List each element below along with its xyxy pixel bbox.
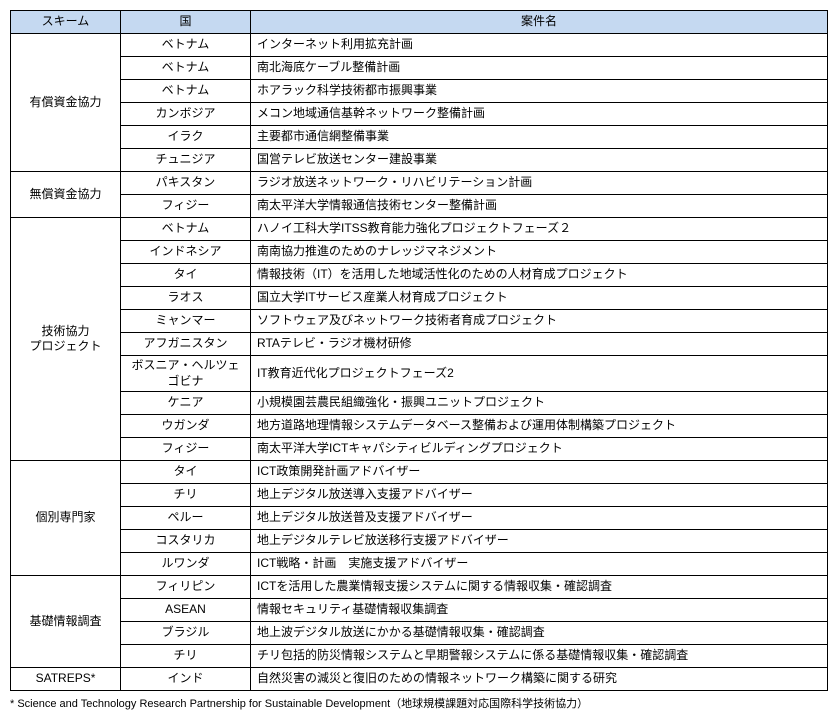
country-cell: インド xyxy=(121,668,251,691)
country-cell: カンボジア xyxy=(121,103,251,126)
table-row: 有償資金協力ベトナムインターネット利用拡充計画 xyxy=(11,34,828,57)
table-row: 無償資金協力パキスタンラジオ放送ネットワーク・リハビリテーション計画 xyxy=(11,172,828,195)
project-cell: チリ包括的防災情報システムと早期警報システムに係る基礎情報収集・確認調査 xyxy=(251,645,828,668)
country-cell: ミャンマー xyxy=(121,310,251,333)
project-cell: ホアラック科学技術都市振興事業 xyxy=(251,80,828,103)
projects-table: スキーム 国 案件名 有償資金協力ベトナムインターネット利用拡充計画ベトナム南北… xyxy=(10,10,828,691)
table-row: タイ情報技術（IT）を活用した地域活性化のための人材育成プロジェクト xyxy=(11,264,828,287)
project-cell: ICTを活用した農業情報支援システムに関する情報収集・確認調査 xyxy=(251,576,828,599)
project-cell: ソフトウェア及びネットワーク技術者育成プロジェクト xyxy=(251,310,828,333)
scheme-cell: 無償資金協力 xyxy=(11,172,121,218)
project-cell: ラジオ放送ネットワーク・リハビリテーション計画 xyxy=(251,172,828,195)
project-cell: IT教育近代化プロジェクトフェーズ2 xyxy=(251,356,828,392)
scheme-cell: 有償資金協力 xyxy=(11,34,121,172)
project-cell: 自然災害の減災と復旧のための情報ネットワーク構築に関する研究 xyxy=(251,668,828,691)
table-row: ケニア小規模園芸農民組織強化・振興ユニットプロジェクト xyxy=(11,392,828,415)
table-row: フィジー南太平洋大学情報通信技術センター整備計画 xyxy=(11,195,828,218)
country-cell: ラオス xyxy=(121,287,251,310)
project-cell: ICT政策開発計画アドバイザー xyxy=(251,461,828,484)
table-row: チュニジア国営テレビ放送センター建設事業 xyxy=(11,149,828,172)
table-row: ラオス国立大学ITサービス産業人材育成プロジェクト xyxy=(11,287,828,310)
table-row: 個別専門家タイICT政策開発計画アドバイザー xyxy=(11,461,828,484)
project-cell: 地上デジタルテレビ放送移行支援アドバイザー xyxy=(251,530,828,553)
country-cell: チリ xyxy=(121,645,251,668)
table-row: ミャンマーソフトウェア及びネットワーク技術者育成プロジェクト xyxy=(11,310,828,333)
table-row: ベトナムホアラック科学技術都市振興事業 xyxy=(11,80,828,103)
table-row: 技術協力プロジェクトベトナムハノイ工科大学ITSS教育能力強化プロジェクトフェー… xyxy=(11,218,828,241)
table-row: アフガニスタンRTAテレビ・ラジオ機材研修 xyxy=(11,333,828,356)
project-cell: 地方道路地理情報システムデータベース整備および運用体制構築プロジェクト xyxy=(251,415,828,438)
scheme-cell: 技術協力プロジェクト xyxy=(11,218,121,461)
table-row: ウガンダ地方道路地理情報システムデータベース整備および運用体制構築プロジェクト xyxy=(11,415,828,438)
project-cell: 情報技術（IT）を活用した地域活性化のための人材育成プロジェクト xyxy=(251,264,828,287)
table-row: 基礎情報調査フィリピンICTを活用した農業情報支援システムに関する情報収集・確認… xyxy=(11,576,828,599)
country-cell: フィジー xyxy=(121,438,251,461)
table-row: イラク主要都市通信網整備事業 xyxy=(11,126,828,149)
country-cell: タイ xyxy=(121,264,251,287)
project-cell: 南北海底ケーブル整備計画 xyxy=(251,57,828,80)
project-cell: RTAテレビ・ラジオ機材研修 xyxy=(251,333,828,356)
scheme-cell: 個別専門家 xyxy=(11,461,121,576)
country-cell: フィジー xyxy=(121,195,251,218)
project-cell: 南南協力推進のためのナレッジマネジメント xyxy=(251,241,828,264)
project-cell: メコン地域通信基幹ネットワーク整備計画 xyxy=(251,103,828,126)
col-header-scheme: スキーム xyxy=(11,11,121,34)
scheme-cell: SATREPS* xyxy=(11,668,121,691)
country-cell: チリ xyxy=(121,484,251,507)
table-row: ベトナム南北海底ケーブル整備計画 xyxy=(11,57,828,80)
project-cell: ICT戦略・計画 実施支援アドバイザー xyxy=(251,553,828,576)
table-row: SATREPS*インド自然災害の減災と復旧のための情報ネットワーク構築に関する研… xyxy=(11,668,828,691)
table-row: チリチリ包括的防災情報システムと早期警報システムに係る基礎情報収集・確認調査 xyxy=(11,645,828,668)
country-cell: ベトナム xyxy=(121,80,251,103)
country-cell: タイ xyxy=(121,461,251,484)
country-cell: ブラジル xyxy=(121,622,251,645)
table-row: ペルー地上デジタル放送普及支援アドバイザー xyxy=(11,507,828,530)
scheme-cell: 基礎情報調査 xyxy=(11,576,121,668)
table-row: チリ地上デジタル放送導入支援アドバイザー xyxy=(11,484,828,507)
project-cell: 南太平洋大学情報通信技術センター整備計画 xyxy=(251,195,828,218)
country-cell: ASEAN xyxy=(121,599,251,622)
project-cell: 主要都市通信網整備事業 xyxy=(251,126,828,149)
country-cell: ペルー xyxy=(121,507,251,530)
table-row: カンボジアメコン地域通信基幹ネットワーク整備計画 xyxy=(11,103,828,126)
country-cell: ベトナム xyxy=(121,57,251,80)
project-cell: インターネット利用拡充計画 xyxy=(251,34,828,57)
project-cell: 国立大学ITサービス産業人材育成プロジェクト xyxy=(251,287,828,310)
country-cell: ボスニア・ヘルツェゴビナ xyxy=(121,356,251,392)
country-cell: ベトナム xyxy=(121,218,251,241)
project-cell: 小規模園芸農民組織強化・振興ユニットプロジェクト xyxy=(251,392,828,415)
country-cell: アフガニスタン xyxy=(121,333,251,356)
country-cell: コスタリカ xyxy=(121,530,251,553)
table-row: フィジー南太平洋大学ICTキャパシティビルディングプロジェクト xyxy=(11,438,828,461)
project-cell: ハノイ工科大学ITSS教育能力強化プロジェクトフェーズ２ xyxy=(251,218,828,241)
country-cell: フィリピン xyxy=(121,576,251,599)
project-cell: 地上デジタル放送普及支援アドバイザー xyxy=(251,507,828,530)
country-cell: ウガンダ xyxy=(121,415,251,438)
country-cell: ベトナム xyxy=(121,34,251,57)
country-cell: パキスタン xyxy=(121,172,251,195)
table-row: ブラジル地上波デジタル放送にかかる基礎情報収集・確認調査 xyxy=(11,622,828,645)
project-cell: 南太平洋大学ICTキャパシティビルディングプロジェクト xyxy=(251,438,828,461)
country-cell: チュニジア xyxy=(121,149,251,172)
table-row: ルワンダICT戦略・計画 実施支援アドバイザー xyxy=(11,553,828,576)
project-cell: 情報セキュリティ基礎情報収集調査 xyxy=(251,599,828,622)
project-cell: 国営テレビ放送センター建設事業 xyxy=(251,149,828,172)
table-row: ASEAN情報セキュリティ基礎情報収集調査 xyxy=(11,599,828,622)
col-header-country: 国 xyxy=(121,11,251,34)
table-row: ボスニア・ヘルツェゴビナIT教育近代化プロジェクトフェーズ2 xyxy=(11,356,828,392)
project-cell: 地上波デジタル放送にかかる基礎情報収集・確認調査 xyxy=(251,622,828,645)
table-header: スキーム 国 案件名 xyxy=(11,11,828,34)
country-cell: インドネシア xyxy=(121,241,251,264)
country-cell: ルワンダ xyxy=(121,553,251,576)
country-cell: ケニア xyxy=(121,392,251,415)
table-row: インドネシア南南協力推進のためのナレッジマネジメント xyxy=(11,241,828,264)
table-body: 有償資金協力ベトナムインターネット利用拡充計画ベトナム南北海底ケーブル整備計画ベ… xyxy=(11,34,828,691)
table-row: コスタリカ地上デジタルテレビ放送移行支援アドバイザー xyxy=(11,530,828,553)
footnote: * Science and Technology Research Partne… xyxy=(10,695,828,711)
country-cell: イラク xyxy=(121,126,251,149)
col-header-project: 案件名 xyxy=(251,11,828,34)
project-cell: 地上デジタル放送導入支援アドバイザー xyxy=(251,484,828,507)
